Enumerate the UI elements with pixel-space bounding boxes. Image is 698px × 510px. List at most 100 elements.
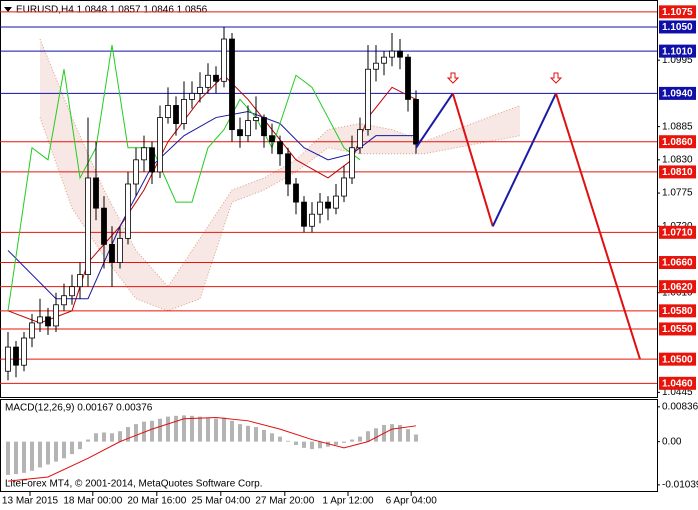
- macd-bar: [334, 441, 338, 445]
- candle-body: [365, 68, 371, 131]
- macd-bar: [246, 425, 250, 442]
- arrow-down: [549, 72, 563, 84]
- candle-body: [357, 129, 363, 149]
- macd-bar: [310, 441, 314, 450]
- x-tick-label: 1 Apr 12:00: [322, 496, 374, 507]
- macd-bar: [78, 441, 82, 450]
- macd-bar: [302, 441, 306, 448]
- level-label-bg: [659, 322, 696, 336]
- candle-body: [237, 129, 243, 137]
- macd-bar: [206, 417, 210, 442]
- candle-body: [341, 177, 347, 197]
- candle-body: [325, 201, 331, 209]
- macd-bar: [86, 439, 90, 442]
- ichimoku-cloud: [40, 39, 520, 311]
- macd-tick-label: -0.01039: [662, 480, 698, 491]
- macd-title: MACD(12,26,9) 0.00167 0.00376: [5, 403, 153, 414]
- candle-body: [197, 86, 203, 94]
- macd-tick-label: 0.00: [662, 436, 682, 447]
- candle-body: [125, 183, 131, 239]
- arrow-down: [446, 72, 460, 84]
- level-label-bg: [659, 20, 696, 34]
- y-tick-label: 1.0885: [662, 121, 693, 132]
- macd-bar: [374, 428, 378, 442]
- candle-body: [389, 50, 395, 58]
- candle-body: [157, 117, 163, 173]
- y-tick-label: 1.0775: [662, 188, 693, 199]
- level-label: 1.0500: [662, 354, 693, 365]
- level-label-bg: [659, 86, 696, 100]
- y-tick-label: 1.0830: [662, 154, 693, 165]
- macd-bar: [14, 441, 18, 475]
- candle-body: [397, 50, 403, 58]
- candle-body: [381, 56, 387, 64]
- forecast-segment: [451, 93, 494, 227]
- candle-body: [37, 316, 43, 324]
- candle-body: [53, 304, 59, 327]
- macd-bar: [54, 441, 58, 462]
- macd-bar: [262, 429, 266, 442]
- macd-bar: [174, 415, 178, 442]
- cloud-edge: [39, 117, 521, 312]
- candle-body: [45, 316, 51, 327]
- macd-bar: [142, 421, 146, 442]
- candle-body: [213, 74, 219, 82]
- level-label: 1.0460: [662, 378, 693, 389]
- x-tick-label: 25 Mar 04:00: [191, 496, 250, 507]
- y-tick-label: 1.0995: [662, 55, 693, 66]
- macd-bar: [182, 415, 186, 442]
- level-label-bg: [659, 352, 696, 366]
- candle-body: [349, 147, 355, 179]
- level-label: 1.0940: [662, 89, 693, 100]
- forecast-segment: [491, 92, 557, 227]
- menu-triangle[interactable]: [4, 7, 12, 12]
- candle-body: [5, 346, 11, 372]
- macd-bar: [238, 424, 242, 442]
- macd-bar: [30, 441, 34, 471]
- x-tick-label: 20 Mar 16:00: [127, 496, 186, 507]
- level-label: 1.0550: [662, 324, 693, 335]
- candle-body: [69, 286, 75, 297]
- candle-body: [21, 337, 27, 366]
- candle-body: [293, 183, 299, 203]
- macd-bar: [118, 431, 122, 442]
- macd-bar: [38, 441, 42, 468]
- macd-bar: [214, 418, 218, 442]
- forecast-segment: [555, 93, 641, 360]
- level-label-bg: [659, 5, 696, 19]
- candle-body: [61, 295, 67, 306]
- level-label: 1.0620: [662, 282, 693, 293]
- candle-body: [221, 38, 227, 82]
- x-tick-label: 6 Apr 04:00: [386, 496, 438, 507]
- footer: LiteForex MT4, © 2001-2014, MetaQuotes S…: [5, 479, 263, 490]
- macd-bar: [390, 424, 394, 442]
- macd-bar: [254, 427, 258, 442]
- candle-body: [301, 201, 307, 227]
- macd-frame: [0, 399, 658, 492]
- level-label-bg: [659, 376, 696, 390]
- macd-bar: [94, 433, 98, 442]
- candle-body: [109, 243, 115, 263]
- x-tick-label: 27 Mar 20:00: [255, 496, 314, 507]
- macd-bar: [6, 441, 10, 475]
- candle-body: [277, 141, 283, 155]
- level-label: 1.0580: [662, 306, 693, 317]
- macd-bar: [190, 415, 194, 442]
- candle-body: [101, 207, 107, 245]
- candle-body: [29, 322, 35, 339]
- level-label: 1.0710: [662, 227, 693, 238]
- x-tick-label: 13 Mar 2015: [2, 496, 59, 507]
- level-label: 1.0860: [662, 137, 693, 148]
- indicator-line: [7, 44, 361, 311]
- macd-bar: [62, 441, 66, 459]
- main-frame: [0, 0, 658, 398]
- macd-bar: [22, 441, 26, 473]
- candle-body: [269, 135, 275, 143]
- candle-body: [93, 177, 99, 209]
- candle-body: [405, 56, 411, 100]
- macd-bar: [286, 440, 290, 442]
- macd-bar: [166, 416, 170, 442]
- x-tick-label: 18 Mar 00:00: [63, 496, 122, 507]
